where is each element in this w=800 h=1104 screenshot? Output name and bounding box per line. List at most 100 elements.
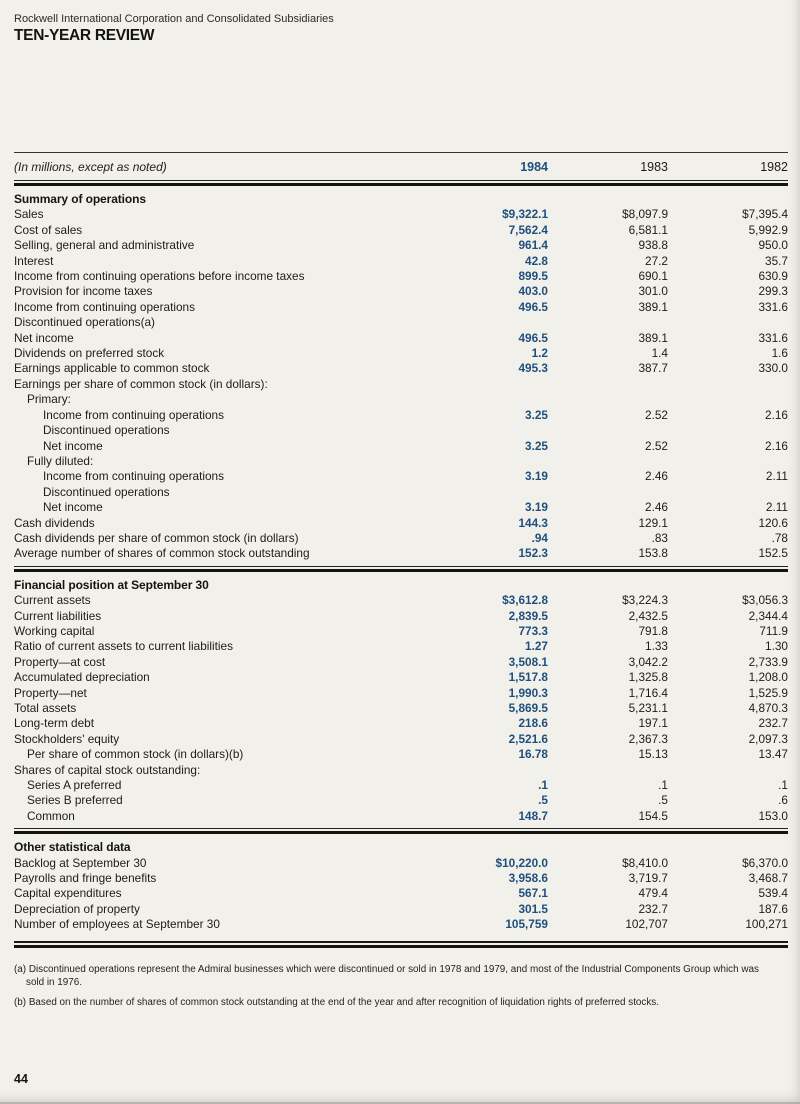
- row-label: Income from continuing operations: [43, 469, 224, 484]
- value-1982: 120.6: [758, 515, 788, 530]
- value-1983: $3,224.3: [622, 593, 668, 608]
- table-row: Current assets $3,612.8 $3,224.3 $3,056.3: [14, 593, 788, 608]
- value-1983: 15.13: [638, 747, 668, 762]
- value-1984: 1.2: [531, 346, 548, 361]
- table-row: Dividends on preferred stock 1.2 1.4 1.6: [14, 346, 788, 361]
- table-row: Discontinued operations(a): [14, 315, 788, 330]
- row-label: Dividends on preferred stock: [14, 346, 165, 361]
- row-label: Discontinued operations: [43, 423, 170, 438]
- row-label: Capital expenditures: [14, 886, 122, 901]
- table-row: Income from continuing operations 3.25 2.5…: [14, 408, 788, 423]
- value-1983: .5: [658, 793, 668, 808]
- section-rule: [14, 940, 788, 948]
- value-1983: 6,581.1: [628, 222, 668, 237]
- value-1983: 2.52: [645, 407, 668, 422]
- value-1983: 938.8: [638, 238, 668, 253]
- row-label: Cash dividends: [14, 515, 95, 530]
- value-1983: 129.1: [638, 515, 668, 530]
- value-1983: 1,325.8: [628, 670, 668, 685]
- table-row: Property—at cost 3,508.1 3,042.2 2,733.9: [14, 655, 788, 670]
- row-label: Discontinued operations: [43, 484, 170, 499]
- value-1982: $7,395.4: [742, 207, 788, 222]
- table-row: Net income 3.19 2.46 2.11: [14, 500, 788, 515]
- value-1984: 1.27: [525, 639, 548, 654]
- row-label: Working capital: [14, 623, 95, 638]
- value-1982: 1,525.9: [748, 685, 788, 700]
- value-1982: .78: [771, 530, 788, 545]
- row-label: Net income: [43, 500, 103, 515]
- value-1982: 1.6: [771, 346, 788, 361]
- row-label: Average number of shares of common stock…: [14, 546, 310, 561]
- footnotes: (a) Discontinued operations represent th…: [14, 963, 760, 1010]
- value-1983: 1.4: [651, 346, 668, 361]
- table-row: Shares of capital stock outstanding:: [14, 763, 788, 778]
- value-1984: 218.6: [518, 716, 548, 731]
- table-row: Series B preferred .5 .5 .6: [14, 793, 788, 808]
- value-1984: $9,322.1: [502, 207, 548, 222]
- value-1984: 3.19: [525, 500, 548, 515]
- value-1984: 496.5: [518, 299, 548, 314]
- table-row: Working capital 773.3 791.8 711.9: [14, 624, 788, 639]
- value-1983: 1,716.4: [628, 685, 668, 700]
- value-1984: 961.4: [518, 238, 548, 253]
- table-row: Primary:: [14, 392, 788, 407]
- table-row: Selling, general and administrative 961.4…: [14, 238, 788, 253]
- table-row: Backlog at September 30 $10,220.0 $8,410.0…: [14, 856, 788, 871]
- value-1983: 2.52: [645, 438, 668, 453]
- row-label: Interest: [14, 253, 54, 268]
- value-1984: 148.7: [518, 808, 548, 823]
- value-1982: 2.16: [765, 438, 788, 453]
- year-column-1982: 1982: [760, 160, 788, 174]
- value-1984: 773.3: [518, 623, 548, 638]
- row-label: Payrolls and fringe benefits: [14, 871, 157, 886]
- table-row: Cost of sales 7,562.4 6,581.1 5,992.9: [14, 223, 788, 238]
- value-1982: $6,370.0: [742, 855, 788, 870]
- row-label: Series B preferred: [27, 793, 123, 808]
- table-row: Interest 42.8 27.2 35.7: [14, 254, 788, 269]
- document-header: Rockwell International Corporation and C…: [14, 12, 786, 46]
- value-1984: 899.5: [518, 269, 548, 284]
- table-section: Other statistical data Backlog at Septemb…: [14, 834, 788, 936]
- row-label: Fully diluted:: [27, 453, 94, 468]
- value-1982: 2,733.9: [748, 654, 788, 669]
- table-row: Provision for income taxes 403.0 301.0 299.…: [14, 284, 788, 299]
- value-1984: 3,508.1: [508, 654, 548, 669]
- row-label: Backlog at September 30: [14, 855, 147, 870]
- value-1983: $8,097.9: [622, 207, 668, 222]
- table-row: Capital expenditures 567.1 479.4 539.4: [14, 886, 788, 901]
- value-1983: 1.33: [645, 639, 668, 654]
- value-1984: 2,839.5: [508, 608, 548, 623]
- footnote-b: (b) Based on the number of shares of com…: [14, 996, 659, 1008]
- table-row: Average number of shares of common stock…: [14, 546, 788, 561]
- value-1983: 791.8: [638, 623, 668, 638]
- value-1984: 567.1: [518, 886, 548, 901]
- row-label: Current assets: [14, 593, 91, 608]
- value-1983: 387.7: [638, 361, 668, 376]
- value-1982: .1: [778, 778, 788, 793]
- table-row: Ratio of current assets to current liabi…: [14, 639, 788, 654]
- value-1984: 3.25: [525, 407, 548, 422]
- row-label: Cash dividends per share of common stock…: [14, 530, 299, 545]
- table-header-rule: [14, 180, 788, 186]
- year-column-1984: 1984: [520, 160, 548, 174]
- row-label: Provision for income taxes: [14, 284, 153, 299]
- value-1983: 3,719.7: [628, 871, 668, 886]
- value-1984: 1,990.3: [508, 685, 548, 700]
- value-1983: 301.0: [638, 284, 668, 299]
- table-row: Stockholders' equity 2,521.6 2,367.3 2,097.…: [14, 732, 788, 747]
- row-label: Discontinued operations(a): [14, 315, 155, 330]
- row-label: Primary:: [27, 392, 71, 407]
- row-label: Earnings per share of common stock (in d…: [14, 376, 268, 391]
- value-1984: 3.19: [525, 469, 548, 484]
- row-label: Depreciation of property: [14, 901, 140, 916]
- row-label: Selling, general and administrative: [14, 238, 195, 253]
- table-section: Financial position at September 30 Curren…: [14, 572, 788, 829]
- row-label: Net income: [14, 330, 74, 345]
- value-1982: 1.30: [765, 639, 788, 654]
- value-1982: .6: [778, 793, 788, 808]
- value-1982: 5,992.9: [748, 222, 788, 237]
- row-label: Number of employees at September 30: [14, 917, 220, 932]
- row-label: Earnings applicable to common stock: [14, 361, 210, 376]
- row-label: Stockholders' equity: [14, 731, 120, 746]
